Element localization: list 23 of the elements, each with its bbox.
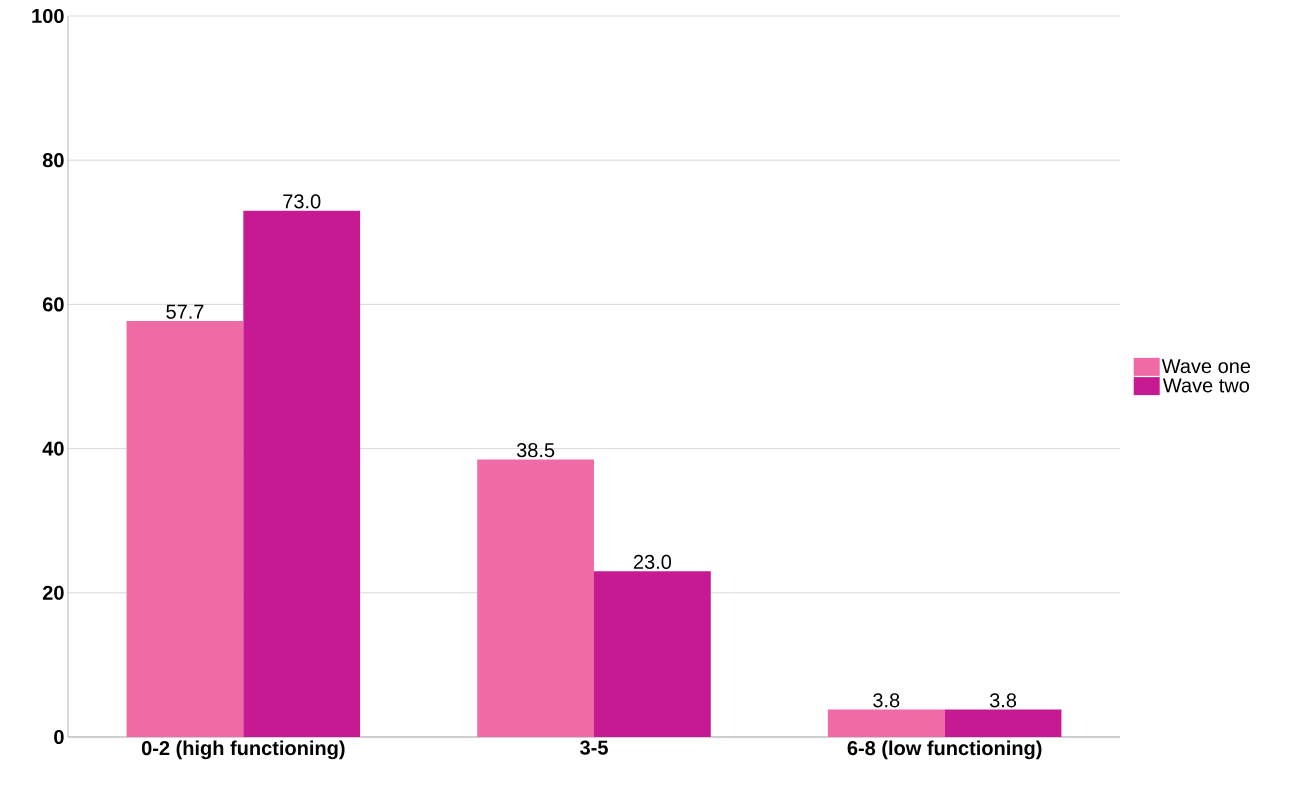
- bar: [944, 709, 1062, 737]
- y-tick-label: 60: [42, 297, 64, 312]
- y-tick-label: 0: [54, 729, 64, 745]
- bar: [827, 709, 945, 737]
- data-label: 3.8: [873, 693, 900, 708]
- data-label: 73.0: [283, 194, 321, 209]
- data-label: 38.5: [516, 443, 555, 458]
- y-tick-label: 40: [42, 441, 64, 456]
- data-label: 57.7: [166, 304, 204, 319]
- legend-label: Wave two: [1162, 378, 1250, 393]
- y-tick-label: 20: [42, 585, 64, 600]
- x-tick-label: 3-5: [580, 740, 608, 755]
- y-tick-label: 100: [32, 8, 64, 24]
- legend-label: Wave one: [1161, 359, 1251, 374]
- y-tick-label: 80: [42, 153, 64, 168]
- data-label: 3.8: [989, 693, 1017, 708]
- bar: [594, 571, 711, 737]
- data-label: 23.0: [633, 554, 672, 569]
- bar: [243, 210, 361, 737]
- x-tick-label: 6-8 (low functioning): [847, 740, 1042, 760]
- bar: [477, 459, 594, 737]
- x-tick-label: 0-2 (high functioning): [141, 740, 345, 760]
- bar: [126, 320, 244, 737]
